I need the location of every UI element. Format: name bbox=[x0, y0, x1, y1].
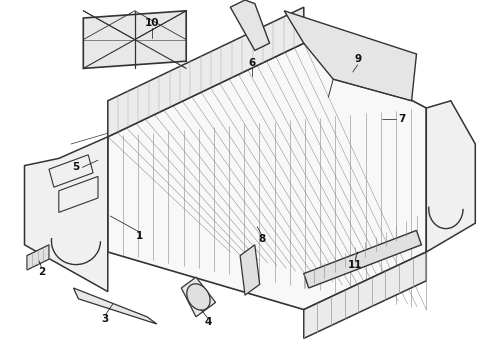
Text: 2: 2 bbox=[38, 267, 45, 277]
Polygon shape bbox=[304, 230, 421, 288]
Text: 6: 6 bbox=[249, 58, 256, 68]
Text: 5: 5 bbox=[73, 162, 79, 172]
Text: 10: 10 bbox=[145, 18, 159, 28]
Polygon shape bbox=[108, 43, 426, 310]
Polygon shape bbox=[108, 7, 304, 137]
Polygon shape bbox=[27, 245, 49, 270]
Polygon shape bbox=[181, 277, 216, 317]
Polygon shape bbox=[426, 101, 475, 252]
Text: 1: 1 bbox=[136, 231, 143, 241]
Text: 8: 8 bbox=[259, 234, 266, 244]
Polygon shape bbox=[240, 245, 260, 295]
Polygon shape bbox=[74, 288, 157, 324]
Text: 7: 7 bbox=[398, 114, 406, 124]
Text: 4: 4 bbox=[204, 317, 212, 327]
Polygon shape bbox=[24, 137, 108, 292]
Polygon shape bbox=[83, 11, 186, 68]
Text: 9: 9 bbox=[354, 54, 361, 64]
Polygon shape bbox=[284, 11, 416, 101]
Text: 3: 3 bbox=[102, 314, 109, 324]
Text: 11: 11 bbox=[348, 260, 363, 270]
Polygon shape bbox=[230, 0, 270, 50]
Ellipse shape bbox=[187, 284, 210, 310]
Polygon shape bbox=[304, 252, 426, 338]
